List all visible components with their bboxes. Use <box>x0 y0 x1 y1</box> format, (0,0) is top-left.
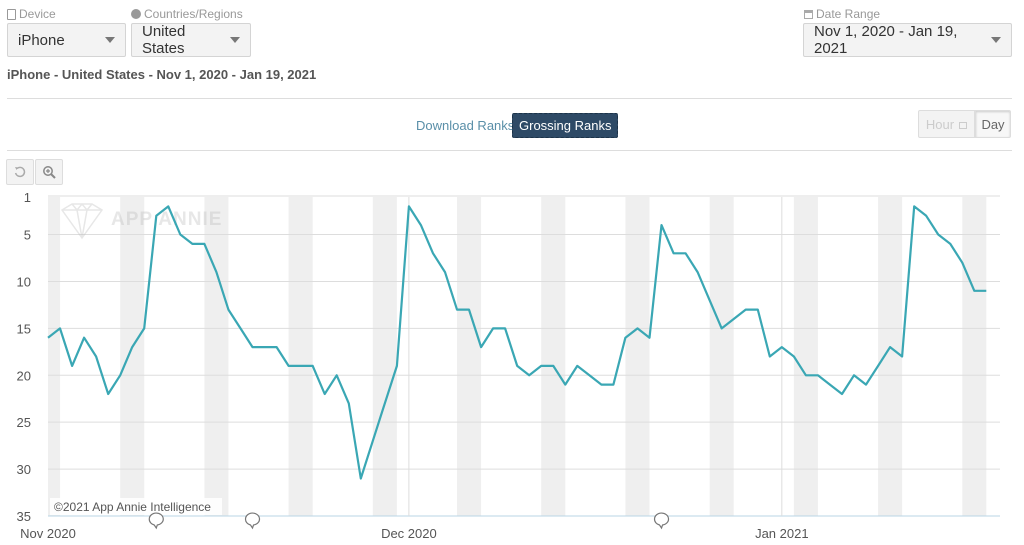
device-label: Device <box>7 7 56 21</box>
date-range-select[interactable]: Nov 1, 2020 - Jan 19, 2021 <box>803 23 1012 57</box>
tab-download-ranks[interactable]: Download Ranks <box>416 118 515 133</box>
country-value: United States <box>142 23 186 57</box>
y-tick-label: 15 <box>17 321 31 336</box>
zoom-in-button[interactable] <box>35 159 63 185</box>
annotation-bubble-icon <box>653 512 670 530</box>
y-tick-label: 30 <box>17 462 31 477</box>
x-tick-label: Nov 2020 <box>20 526 76 541</box>
weekend-band <box>625 197 650 516</box>
hour-button[interactable]: Hour <box>918 110 975 138</box>
annotation-bubble-icon <box>148 512 164 530</box>
date-range-label-text: Date Range <box>816 7 881 21</box>
y-tick-label: 1 <box>24 190 31 205</box>
copyright-text: ©2021 App Annie Intelligence <box>54 500 211 514</box>
day-label: Day <box>981 116 1005 132</box>
lock-icon <box>959 121 968 129</box>
country-select[interactable]: United States <box>131 23 251 57</box>
y-tick-label: 20 <box>17 368 31 383</box>
country-label-text: Countries/Regions <box>144 7 243 21</box>
zoom-in-icon <box>43 166 56 179</box>
weekend-band <box>793 197 818 516</box>
y-tick-label: 35 <box>17 509 31 524</box>
weekend-band <box>457 197 482 516</box>
x-tick-label: Dec 2020 <box>381 526 437 541</box>
day-button[interactable]: Day <box>975 110 1011 138</box>
copyright-bg <box>50 498 222 515</box>
app-annie-watermark: APP ANNIE <box>60 202 222 240</box>
weekend-band <box>878 197 903 516</box>
date-range-value: Nov 1, 2020 - Jan 19, 2021 <box>814 23 958 57</box>
divider <box>7 98 1012 99</box>
device-select[interactable]: iPhone <box>7 23 126 57</box>
globe-icon <box>131 9 141 19</box>
date-range-label: Date Range <box>804 7 880 21</box>
y-tick-label: 5 <box>24 228 31 243</box>
weekend-band <box>962 197 987 516</box>
weekend-band <box>541 197 566 516</box>
weekend-band <box>709 197 734 516</box>
calendar-icon <box>804 9 813 19</box>
weekend-band <box>372 197 397 516</box>
weekend-band <box>48 197 61 516</box>
report-subtitle: iPhone - United States - Nov 1, 2020 - J… <box>7 67 317 82</box>
grossing-rank-line <box>47 205 987 480</box>
reset-zoom-button[interactable] <box>6 159 34 185</box>
device-icon <box>7 8 16 20</box>
chevron-down-icon <box>230 37 240 43</box>
y-tick-label: 25 <box>17 415 31 430</box>
divider <box>7 150 1012 151</box>
weekend-band <box>204 197 229 516</box>
tab-grossing-ranks[interactable]: Grossing Ranks <box>512 113 619 138</box>
chevron-down-icon <box>105 37 115 43</box>
hour-label: Hour <box>925 116 955 132</box>
annotation-bubble-icon <box>244 512 261 530</box>
undo-icon <box>14 166 26 178</box>
weekend-band <box>288 197 313 516</box>
weekend-band <box>120 197 145 516</box>
y-tick-label: 10 <box>17 274 31 289</box>
chevron-down-icon <box>991 37 1001 43</box>
device-label-text: Device <box>19 7 56 21</box>
device-value: iPhone <box>18 31 65 49</box>
svg-text:APP ANNIE: APP ANNIE <box>111 209 222 230</box>
x-tick-label: Jan 2021 <box>755 526 809 541</box>
country-label: Countries/Regions <box>131 7 243 21</box>
